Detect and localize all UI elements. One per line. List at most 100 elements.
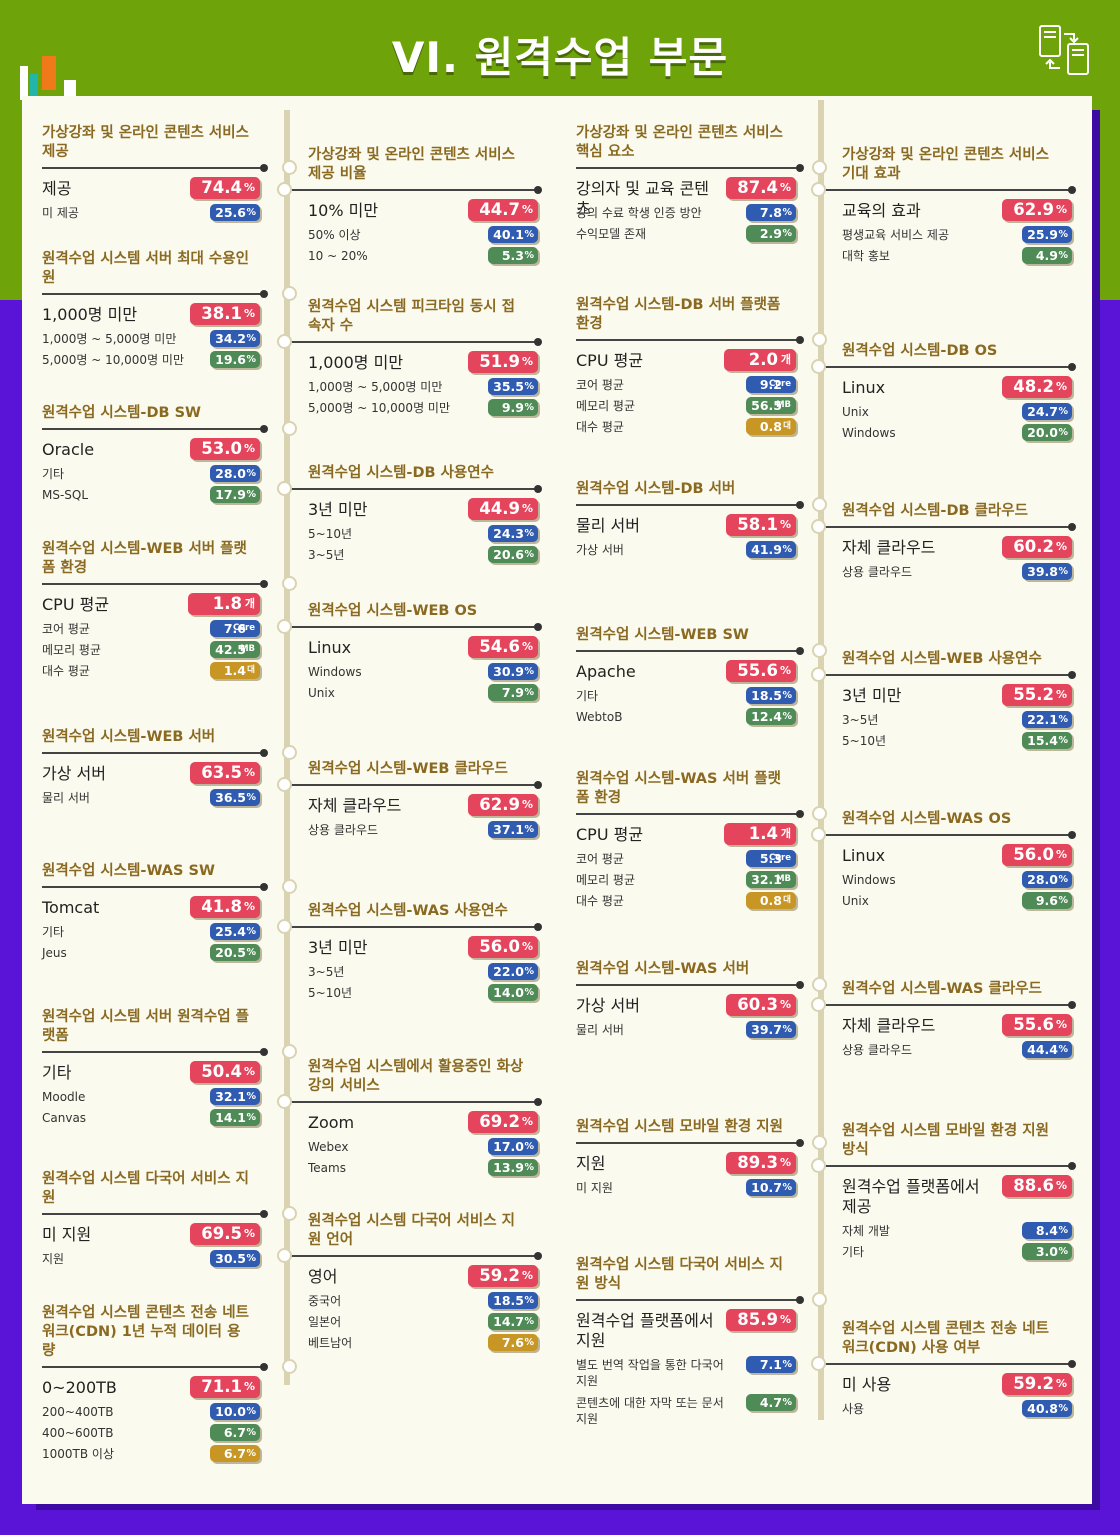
stat-label: 가상 서버 <box>576 996 640 1015</box>
stat-unit: % <box>1058 406 1068 417</box>
stat-label: Windows <box>842 873 896 887</box>
stat-card: 원격수업 시스템-WAS SW Tomcat 41.8% 기타 25.4% Jeus 20.… <box>42 862 297 961</box>
stat-value-badge: 55.2% <box>1002 684 1072 706</box>
card-divider <box>576 160 827 175</box>
stat-value-badge: 22.1% <box>1022 711 1072 728</box>
stat-unit: % <box>1055 540 1067 553</box>
card-title: 원격수업 시스템-DB 사용연수 <box>308 465 494 481</box>
line-end-dot <box>534 623 542 631</box>
stat-unit: % <box>246 792 256 803</box>
stat-card: 원격수업 시스템 피크타임 동시 접속자 수 1,000명 미만 51.9% 1,00… <box>277 298 542 416</box>
card-divider <box>42 879 297 894</box>
stat-unit: % <box>524 1337 534 1348</box>
stat-value-badge: 12.4% <box>746 708 796 725</box>
stat-value-badge: 25.4% <box>210 923 260 940</box>
stat-card: 원격수업 시스템-WEB 클라우드 자체 클라우드 62.9% 상용 클라우드 37.1… <box>277 760 542 838</box>
stat-value: 3.0 <box>1035 1244 1058 1259</box>
stat-value: 53.0 <box>201 439 242 458</box>
stat-value-badge: 50.4% <box>190 1061 260 1083</box>
stat-label: 대수 평균 <box>576 420 624 434</box>
stat-value-badge: 10.7% <box>746 1179 796 1196</box>
card-title: 원격수업 시스템에서 활용중인 화상강의 서비스 <box>308 1059 524 1094</box>
stat-label: 기타 <box>842 1245 865 1259</box>
stat-value-badge: 59.2% <box>468 1265 538 1287</box>
stat-value: 1.4 <box>748 824 778 843</box>
stat-unit: % <box>243 1227 255 1240</box>
stat-value: 62.9 <box>1013 200 1054 219</box>
stat-value-badge: 24.3% <box>488 525 538 542</box>
stat-label: 코어 평균 <box>576 852 624 866</box>
stat-value-badge: 32.1% <box>210 1088 260 1105</box>
stat-value-badge: 18.5% <box>746 687 796 704</box>
card-divider <box>277 334 542 349</box>
stat-value: 20.0 <box>1027 425 1058 440</box>
timeline-node <box>812 1135 827 1150</box>
stat-value-badge: 5.3% <box>488 247 538 264</box>
card-divider <box>811 1158 1076 1173</box>
stat-label: 1000TB 이상 <box>42 1447 114 1461</box>
line-end-dot <box>260 425 268 433</box>
stat-value: 50.4 <box>201 1062 242 1081</box>
stat-value-badge: 22.0% <box>488 963 538 980</box>
stat-label: 10 ~ 20% <box>308 249 368 263</box>
stat-unit: % <box>1055 1179 1067 1192</box>
stat-value: 55.6 <box>737 661 778 680</box>
stat-unit: % <box>524 824 534 835</box>
stat-unit: % <box>521 203 533 216</box>
stat-value: 42.5 <box>215 642 246 657</box>
stat-value-badge: 42.5 MB <box>210 641 260 658</box>
stat-value-badge: 20.6% <box>488 546 538 563</box>
stat-unit: Core <box>768 379 791 389</box>
stat-value: 87.4 <box>737 178 778 197</box>
stat-value: 2.0 <box>748 350 778 369</box>
stat-value: 55.6 <box>1013 1015 1054 1034</box>
stat-value-badge: 18.5% <box>488 1292 538 1309</box>
stat-value: 19.6 <box>215 352 246 367</box>
stat-value-badge: 51.9% <box>468 351 538 373</box>
stat-card: 가상강좌 및 온라인 콘텐츠 서비스 핵심 요소 강의자 및 교육 콘텐츠 87.4… <box>576 124 827 242</box>
stat-value: 40.8 <box>1027 1401 1058 1416</box>
stat-value-badge: 34.2% <box>210 330 260 347</box>
stat-unit: % <box>782 690 792 701</box>
stat-value: 56.5 <box>751 398 782 413</box>
stat-label: Teams <box>308 1161 346 1175</box>
stat-unit: % <box>524 229 534 240</box>
stat-unit: % <box>521 940 533 953</box>
stat-value-badge: 69.2% <box>468 1111 538 1133</box>
stat-unit: % <box>1058 1225 1068 1236</box>
stat-label: 대수 평균 <box>576 894 624 908</box>
stat-card: 원격수업 시스템-WAS 클라우드 자체 클라우드 55.6% 상용 클라우드 44.4… <box>811 980 1076 1058</box>
stat-unit: % <box>782 544 792 555</box>
stat-unit: % <box>246 1112 256 1123</box>
line-end-dot <box>1068 671 1076 679</box>
stat-value-badge: 59.2% <box>1002 1373 1072 1395</box>
stat-unit: Core <box>232 623 255 633</box>
decor-bar-teal <box>30 74 38 100</box>
stat-value-badge: 54.6% <box>468 636 538 658</box>
stat-label: 3~5년 <box>842 713 879 727</box>
stat-label: Windows <box>842 426 896 440</box>
stat-unit: % <box>246 1427 256 1438</box>
stat-value: 20.6 <box>493 547 524 562</box>
stat-unit: % <box>779 998 791 1011</box>
stat-value-badge: 63.5% <box>190 762 260 784</box>
stat-unit: 개 <box>780 827 791 840</box>
line-end-dot <box>796 1296 804 1304</box>
stat-label: 미 제공 <box>42 206 79 220</box>
stat-unit: % <box>521 798 533 811</box>
stat-value: 59.2 <box>1013 1374 1054 1393</box>
card-title: 원격수업 시스템-WAS SW <box>42 863 215 879</box>
stat-value-badge: 32.1 MB <box>746 871 796 888</box>
stat-value: 30.9 <box>493 664 524 679</box>
stat-unit: % <box>1058 735 1068 746</box>
stat-value: 6.7 <box>223 1446 246 1461</box>
stat-label: 원격수업 플랫폼에서 지원 <box>576 1311 714 1350</box>
stat-label: MS-SQL <box>42 488 89 502</box>
stat-value: 22.1 <box>1027 712 1058 727</box>
line-end-dot <box>260 1048 268 1056</box>
stat-label: 기타 <box>42 925 65 939</box>
stat-value: 12.4 <box>751 709 782 724</box>
stat-label: Linux <box>842 378 886 397</box>
stat-unit: % <box>524 1141 534 1152</box>
card-title: 원격수업 시스템 콘텐츠 전송 네트워크(CDN) 1년 누적 데이터 용량 <box>42 1305 249 1359</box>
